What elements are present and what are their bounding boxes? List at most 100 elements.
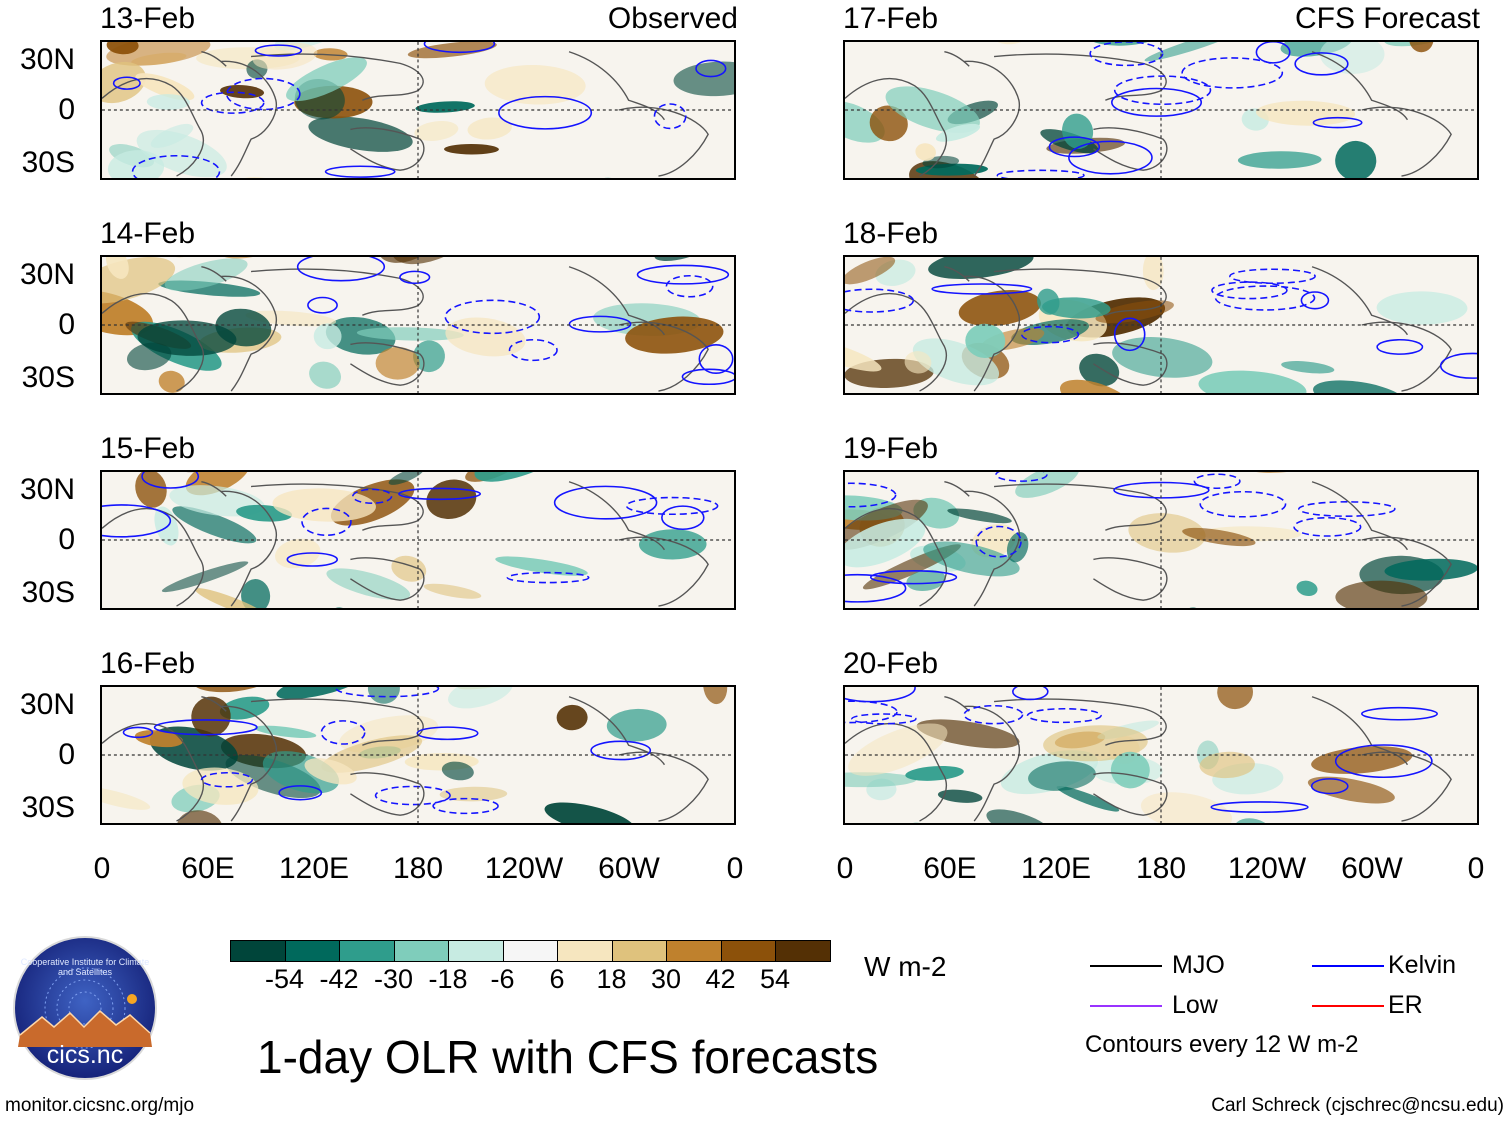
coastline <box>845 293 947 392</box>
kelvin-contour <box>1181 57 1284 89</box>
olr-anomaly <box>1376 291 1468 325</box>
kelvin-contour <box>931 283 1033 295</box>
olr-anomaly <box>869 105 908 142</box>
olr-anomaly <box>474 472 576 482</box>
lon-label: 120E <box>278 852 350 885</box>
lat-label: 30S <box>21 576 75 609</box>
olr-anomaly <box>958 289 1041 327</box>
colorbar-swatch <box>502 940 558 962</box>
olr-anomaly <box>1043 725 1148 762</box>
coastline <box>944 481 970 497</box>
kelvin-contour <box>1294 52 1349 76</box>
kelvin-contour <box>845 288 915 313</box>
olr-anomaly <box>986 809 1053 823</box>
kelvin-contour <box>653 103 687 130</box>
panel-date-label: 20-Feb <box>843 647 939 680</box>
kelvin-contour <box>1361 706 1438 721</box>
lon-label: 60W <box>1341 852 1403 885</box>
olr-anomaly <box>102 257 176 304</box>
olr-anomaly <box>161 561 249 593</box>
olr-anomaly <box>276 687 365 700</box>
olr-anomaly <box>905 765 964 781</box>
colorbar-swatch <box>611 940 667 962</box>
kelvin-contour <box>399 270 431 285</box>
olr-anomaly <box>308 116 413 152</box>
olr-anomaly <box>906 569 946 591</box>
map-panel-18-feb <box>843 255 1479 395</box>
colorbar-swatch <box>284 940 340 962</box>
olr-anomaly <box>1037 288 1060 315</box>
kelvin-contour <box>661 505 705 530</box>
kelvin-contour <box>444 299 541 335</box>
coastline <box>568 266 666 336</box>
olr-anomaly <box>272 488 376 522</box>
coastline <box>618 751 709 822</box>
olr-anomaly <box>1198 370 1307 393</box>
coastline <box>993 698 1167 746</box>
olr-anomaly <box>1319 42 1385 74</box>
colorbar-tick-label: -18 <box>428 964 468 994</box>
lat-label: 30N <box>19 258 75 291</box>
panel-date-label: 19-Feb <box>843 432 939 465</box>
olr-anomaly <box>904 822 928 823</box>
coastline <box>964 275 1020 392</box>
kelvin-contour <box>590 740 652 761</box>
coastline <box>201 51 227 67</box>
olr-anomaly <box>150 123 194 148</box>
olr-anomaly <box>1095 300 1174 324</box>
coastline <box>1093 342 1168 386</box>
kelvin-contour <box>625 496 719 516</box>
olr-anomaly <box>703 687 728 705</box>
footer-url[interactable]: monitor.cicsnc.org/mjo <box>5 1095 195 1116</box>
kelvin-contour <box>335 687 440 698</box>
map-panel-17-feb <box>843 40 1479 180</box>
olr-anomaly <box>1313 380 1406 393</box>
lon-label: 180 <box>1135 852 1187 885</box>
colorbar-swatch <box>393 940 449 962</box>
panel-date-label: 13-Feb <box>100 2 196 35</box>
observed-title: Observed <box>607 2 738 35</box>
kelvin-contour <box>1012 687 1049 701</box>
olr-anomaly <box>1409 42 1434 53</box>
olr-anomaly <box>1217 687 1253 710</box>
kelvin-contour <box>1048 136 1101 158</box>
kelvin-contour <box>122 726 154 739</box>
kelvin-contour <box>698 344 734 374</box>
coastline <box>350 127 425 171</box>
coastline <box>102 723 204 822</box>
lat-label: 30S <box>21 361 75 394</box>
olr-anomaly <box>928 257 1034 280</box>
coastline <box>102 78 204 177</box>
lon-label: 180 <box>392 852 444 885</box>
olr-anomaly <box>239 177 322 178</box>
coastline <box>102 508 204 607</box>
olr-anomaly <box>448 687 513 709</box>
panel-date-label: 18-Feb <box>843 217 939 250</box>
kelvin-contour <box>975 525 1022 558</box>
olr-anomaly <box>591 177 629 178</box>
coastline <box>221 275 277 392</box>
kelvin-contour <box>254 44 303 57</box>
olr-anomaly <box>172 506 257 544</box>
coastline <box>201 696 227 712</box>
colorbar-swatch <box>557 940 613 962</box>
olr-anomaly <box>1233 818 1273 823</box>
olr-anomaly <box>137 320 237 356</box>
olr-anomaly <box>947 508 1012 524</box>
legend-line-kelvin <box>1312 965 1384 967</box>
kelvin-contour <box>845 573 907 603</box>
olr-anomaly <box>654 257 705 261</box>
colorbar-tick-label: -42 <box>319 964 359 994</box>
lat-label: 0 <box>58 523 75 556</box>
olr-anomaly <box>965 323 1006 359</box>
contour-note: Contours every 12 W m-2 <box>1085 1031 1359 1058</box>
coastline <box>944 266 970 282</box>
olr-anomaly <box>388 472 424 485</box>
coastline <box>250 53 424 101</box>
olr-anomaly <box>439 786 508 802</box>
olr-anomaly <box>254 725 317 739</box>
olr-anomaly <box>177 810 223 823</box>
kelvin-contour <box>278 785 323 801</box>
lon-label: 0 <box>93 852 111 885</box>
lat-label: 30S <box>21 146 75 179</box>
